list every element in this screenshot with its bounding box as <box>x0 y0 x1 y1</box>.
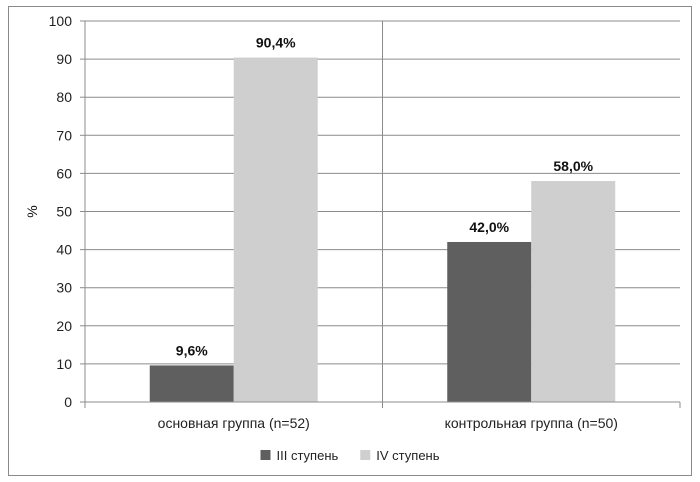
bar-1-0 <box>447 242 531 402</box>
data-label-1-0: 42,0% <box>469 219 509 235</box>
legend-swatch-1 <box>360 450 370 460</box>
legend-label-1: IV ступень <box>376 448 439 463</box>
y-tick-label-100: 100 <box>49 13 73 29</box>
y-tick-label-10: 10 <box>56 356 72 372</box>
category-label-0: основная группа (n=52) <box>158 415 310 431</box>
data-label-0-1: 90,4% <box>256 35 296 51</box>
y-tick-label-40: 40 <box>56 242 72 258</box>
y-tick-label-60: 60 <box>56 165 72 181</box>
data-label-1-1: 58,0% <box>553 158 593 174</box>
y-tick-label-20: 20 <box>56 318 72 334</box>
y-tick-label-80: 80 <box>56 89 72 105</box>
y-axis-title: % <box>24 205 40 217</box>
category-label-1: контрольная группа (n=50) <box>445 415 618 431</box>
bar-1-1 <box>531 181 615 402</box>
bar-0-1 <box>234 58 318 402</box>
y-tick-label-30: 30 <box>56 280 72 296</box>
y-tick-label-70: 70 <box>56 127 72 143</box>
bar-0-0 <box>150 365 234 402</box>
data-label-0-0: 9,6% <box>176 342 208 358</box>
legend-swatch-0 <box>261 450 271 460</box>
y-tick-label-90: 90 <box>56 51 72 67</box>
y-tick-label-0: 0 <box>64 394 72 410</box>
legend: III ступень IV ступень <box>261 448 440 463</box>
legend-label-0: III ступень <box>277 448 339 463</box>
y-tick-label-50: 50 <box>56 204 72 220</box>
